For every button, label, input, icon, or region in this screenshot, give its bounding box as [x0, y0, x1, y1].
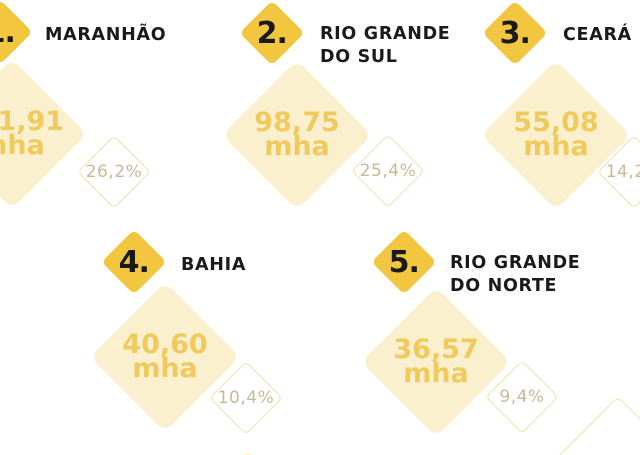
state-name-line: CEARÁ [563, 25, 632, 45]
rank-badge-diamond: 4. [101, 229, 167, 295]
value-amount: 55,08 [513, 107, 599, 138]
value-unit: mha [403, 358, 469, 389]
value-amount: 101,91 [0, 106, 65, 137]
partial-diamond-outline [540, 396, 640, 455]
share-percent-label: 14,2% [605, 162, 640, 182]
state-name-label: RIO GRANDE DO NORTE [450, 252, 580, 298]
state-name-line: RIO GRANDE [320, 24, 451, 44]
rank-number: 2. [256, 15, 288, 51]
share-percent-label: 25,4% [359, 161, 417, 181]
value-amount: 98,75 [254, 107, 340, 138]
value-text: 101,91 mha [0, 106, 65, 161]
value-unit: mha [0, 130, 45, 161]
rank-badge-diamond: 5. [371, 229, 437, 295]
value-text: 40,60 mha [122, 329, 208, 384]
value-unit: mha [132, 353, 198, 384]
value-unit: mha [264, 131, 330, 162]
share-percent-label: 26,2% [85, 162, 143, 182]
state-name-line: RIO GRANDE [450, 253, 581, 273]
value-amount: 40,60 [122, 329, 208, 360]
state-name-line: BAHIA [181, 255, 247, 275]
state-name-label: MARANHÃO [45, 24, 166, 47]
state-name-label: CEARÁ [563, 24, 632, 47]
value-text: 55,08 mha [513, 107, 599, 162]
rank-badge-diamond: 3. [482, 0, 548, 66]
state-name-line: MARANHÃO [45, 25, 167, 45]
value-amount: 36,57 [393, 334, 479, 365]
rank-badge-diamond: 1. [0, 0, 33, 65]
rank-badge-diamond: 2. [239, 0, 305, 66]
state-name-label: BAHIA [181, 254, 246, 277]
rank-number: 4. [118, 244, 150, 280]
value-text: 98,75 mha [254, 107, 340, 162]
share-percent-label: 10,4% [217, 388, 275, 408]
value-unit: mha [523, 131, 589, 162]
state-name-label: RIO GRANDE DO SUL [320, 23, 450, 69]
value-text: 36,57 mha [393, 334, 479, 389]
rank-number: 1. [0, 14, 16, 50]
state-name-line: DO NORTE [450, 276, 558, 296]
rank-number: 3. [499, 15, 531, 51]
rank-number: 5. [388, 244, 420, 280]
state-name-line: DO SUL [320, 47, 398, 67]
next-item-diamond-tip [173, 449, 323, 455]
share-percent-label: 9,4% [499, 387, 545, 407]
